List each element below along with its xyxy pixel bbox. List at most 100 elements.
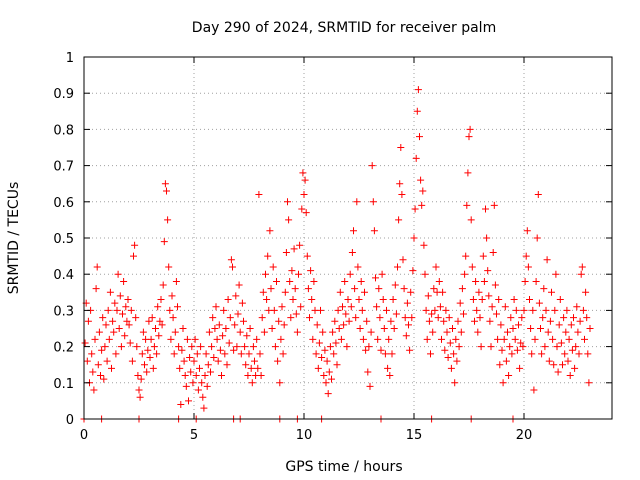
data-point (165, 263, 173, 271)
data-point (552, 270, 560, 278)
data-point (528, 350, 536, 358)
data-point (141, 361, 148, 369)
data-point (517, 339, 525, 347)
data-point (167, 335, 175, 343)
data-point (117, 343, 125, 351)
data-point (130, 252, 137, 260)
data-point (483, 234, 491, 242)
data-point (102, 321, 110, 329)
data-point (304, 285, 312, 293)
data-point (400, 285, 408, 293)
data-point (376, 314, 384, 322)
data-point (240, 317, 247, 325)
data-point (298, 205, 306, 213)
data-point (474, 328, 482, 336)
data-point (209, 314, 217, 322)
data-point (243, 332, 251, 340)
data-point (458, 285, 466, 293)
data-point (411, 205, 419, 213)
data-point (538, 350, 546, 358)
data-point (519, 343, 527, 351)
data-point (362, 346, 370, 354)
data-point (251, 357, 258, 365)
data-point (108, 364, 115, 372)
data-point (557, 339, 565, 347)
data-point (353, 198, 361, 206)
data-point (369, 198, 377, 206)
data-point (330, 350, 338, 358)
data-point (244, 372, 252, 380)
x-tick-label: 10 (296, 428, 313, 443)
data-point (323, 357, 331, 365)
data-point (413, 107, 421, 115)
data-point (126, 339, 134, 347)
data-point (527, 325, 535, 332)
data-point (497, 321, 505, 329)
data-point (465, 133, 473, 141)
data-point (241, 343, 249, 351)
data-point (320, 372, 328, 380)
data-point (112, 350, 120, 358)
data-point (341, 277, 349, 285)
data-point (114, 270, 122, 278)
data-point (581, 335, 588, 343)
data-point (84, 317, 92, 325)
data-point (111, 299, 119, 307)
data-point (91, 335, 99, 343)
data-point (164, 216, 172, 224)
data-point (339, 303, 346, 311)
data-point (416, 133, 423, 141)
data-point (531, 335, 539, 343)
data-point (284, 198, 291, 206)
data-point (388, 350, 396, 358)
data-point (484, 267, 492, 275)
data-point (146, 353, 154, 361)
data-point (199, 393, 207, 401)
data-point (144, 346, 152, 354)
data-point (223, 361, 231, 369)
data-point (213, 335, 221, 343)
data-point (306, 314, 313, 322)
data-point (543, 256, 551, 264)
data-point (232, 292, 240, 300)
data-point (535, 299, 543, 307)
grid (84, 57, 612, 419)
data-point (486, 317, 494, 325)
data-point (212, 303, 220, 311)
data-point (153, 350, 161, 358)
data-point (104, 306, 112, 314)
data-point (387, 317, 395, 325)
data-point (145, 317, 153, 325)
data-point (372, 274, 379, 282)
data-point (520, 306, 528, 314)
data-point (177, 401, 185, 409)
data-point (169, 314, 177, 322)
data-point (516, 364, 524, 372)
data-point (408, 314, 416, 322)
data-point (395, 216, 403, 224)
data-point (412, 154, 420, 162)
data-point (401, 314, 409, 322)
data-point (109, 317, 117, 325)
data-point (286, 277, 294, 285)
data-point (431, 306, 439, 314)
data-point (367, 328, 375, 336)
data-point (149, 364, 157, 372)
data-point (379, 296, 387, 304)
data-point (225, 339, 233, 347)
data-point (567, 321, 575, 329)
data-point (571, 364, 579, 372)
y-tick-label: 1 (66, 51, 74, 66)
data-point (105, 335, 113, 343)
data-point (340, 321, 348, 329)
data-point (174, 303, 181, 311)
data-point (347, 303, 355, 311)
data-point (124, 296, 132, 304)
data-point (556, 296, 564, 304)
data-point (192, 372, 200, 380)
data-point (221, 350, 229, 358)
data-point (233, 343, 241, 351)
data-point (462, 252, 470, 260)
data-point (214, 357, 222, 365)
data-point (189, 379, 197, 387)
